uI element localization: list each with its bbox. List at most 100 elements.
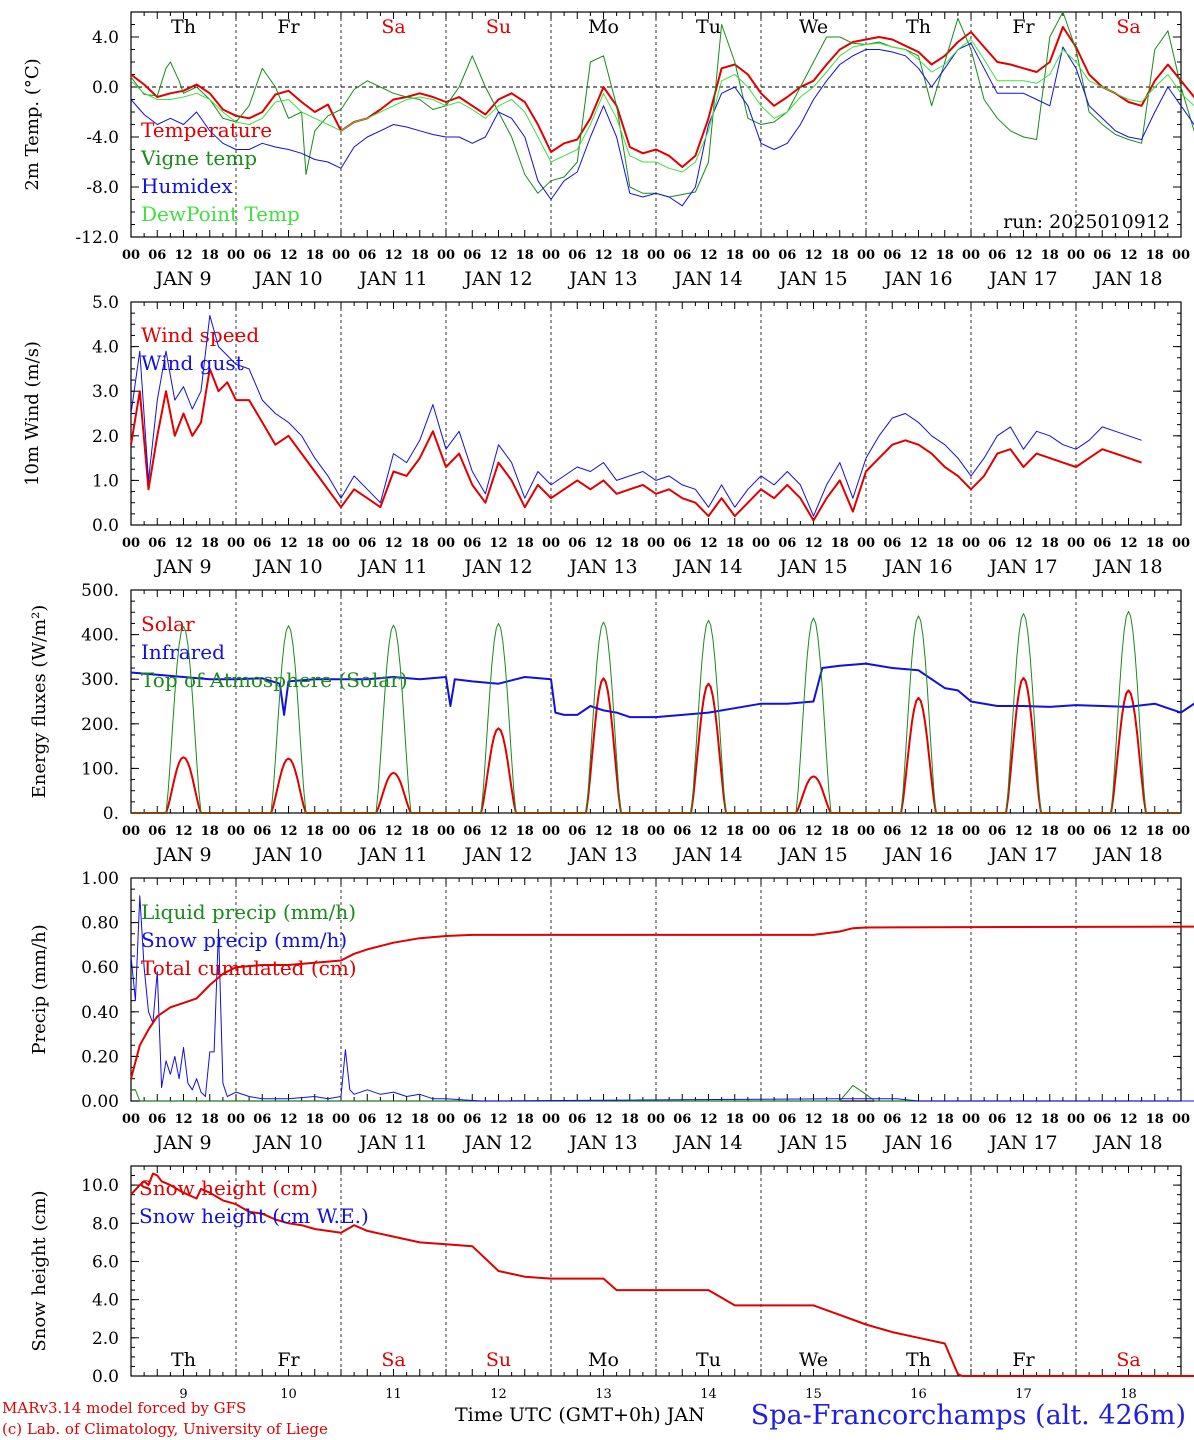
time-axis-label: Time UTC (GMT+0h) JAN bbox=[455, 1404, 705, 1426]
hour-tick-label: 06 bbox=[253, 1112, 271, 1127]
day-number-label: 14 bbox=[700, 1387, 717, 1402]
date-label: JAN 17 bbox=[987, 844, 1057, 866]
hour-tick-label: 12 bbox=[279, 248, 297, 263]
hour-tick-label: 06 bbox=[148, 824, 166, 839]
weekday-label: Su bbox=[486, 1349, 511, 1371]
hour-tick-label: 00 bbox=[752, 248, 770, 263]
date-label: JAN 11 bbox=[357, 268, 427, 290]
hour-tick-label: 12 bbox=[909, 824, 927, 839]
y-tick-label: -8.0 bbox=[86, 178, 119, 198]
hour-tick-label: 00 bbox=[962, 1112, 980, 1127]
hour-tick-label: 18 bbox=[621, 536, 639, 551]
y-tick-label: 500. bbox=[81, 581, 119, 601]
hour-tick-label: 12 bbox=[174, 536, 192, 551]
y-axis-label: Snow height (cm) bbox=[29, 1190, 50, 1351]
y-tick-label: 4.0 bbox=[92, 28, 119, 48]
hour-tick-label: 18 bbox=[831, 1112, 849, 1127]
hour-tick-label: 12 bbox=[804, 1112, 822, 1127]
date-label: JAN 17 bbox=[987, 556, 1057, 578]
series-line-red bbox=[130, 26, 1194, 168]
date-label: JAN 10 bbox=[252, 556, 322, 578]
hour-tick-label: 00 bbox=[857, 536, 875, 551]
hour-tick-label: 18 bbox=[1146, 1112, 1164, 1127]
hour-tick-label: 18 bbox=[936, 536, 954, 551]
hour-tick-label: 12 bbox=[1119, 248, 1137, 263]
y-tick-label: -12.0 bbox=[75, 228, 119, 248]
date-label: JAN 12 bbox=[462, 556, 532, 578]
date-label: JAN 10 bbox=[252, 268, 322, 290]
hour-tick-label: 00 bbox=[542, 824, 560, 839]
y-tick-label: 0.40 bbox=[81, 1003, 119, 1023]
hour-tick-label: 00 bbox=[857, 824, 875, 839]
day-number-label: 9 bbox=[179, 1387, 187, 1402]
hour-tick-label: 06 bbox=[358, 1112, 376, 1127]
hour-tick-label: 12 bbox=[174, 248, 192, 263]
date-label: JAN 11 bbox=[357, 844, 427, 866]
hour-tick-label: 12 bbox=[384, 1112, 402, 1127]
y-tick-label: 0.0 bbox=[92, 516, 119, 536]
hour-tick-label: 12 bbox=[1119, 536, 1137, 551]
y-tick-label: 200. bbox=[81, 715, 119, 735]
hour-tick-label: 00 bbox=[437, 248, 455, 263]
hour-tick-label: 06 bbox=[463, 536, 481, 551]
hour-tick-label: 06 bbox=[253, 248, 271, 263]
hour-tick-label: 06 bbox=[673, 248, 691, 263]
hour-tick-label: 06 bbox=[148, 248, 166, 263]
day-number-label: 10 bbox=[280, 1387, 297, 1402]
weekday-label: Mo bbox=[588, 16, 619, 38]
hour-tick-label: 00 bbox=[122, 248, 140, 263]
hour-tick-label: 18 bbox=[726, 1112, 744, 1127]
lab-credit: (c) Lab. of Climatology, University of L… bbox=[2, 1420, 328, 1438]
hour-tick-label: 18 bbox=[201, 1112, 219, 1127]
hour-tick-label: 06 bbox=[988, 1112, 1006, 1127]
hour-tick-label: 18 bbox=[306, 536, 324, 551]
hour-tick-label: 06 bbox=[883, 536, 901, 551]
plot-frame bbox=[130, 589, 1182, 814]
hour-tick-label: 18 bbox=[516, 248, 534, 263]
hour-tick-label: 12 bbox=[279, 824, 297, 839]
hour-tick-label: 00 bbox=[752, 536, 770, 551]
hour-tick-label: 00 bbox=[437, 536, 455, 551]
day-number-label: 18 bbox=[1120, 1387, 1137, 1402]
hour-tick-label: 00 bbox=[437, 1112, 455, 1127]
series-line-blue bbox=[130, 662, 1194, 719]
run-annotation: run: 2025010912 bbox=[1003, 211, 1170, 233]
hour-tick-label: 18 bbox=[1041, 536, 1059, 551]
series-line-lightgreen bbox=[130, 39, 1194, 173]
hour-tick-label: 18 bbox=[1146, 536, 1164, 551]
hour-tick-label: 12 bbox=[489, 1112, 507, 1127]
weekday-label: Th bbox=[171, 1349, 196, 1371]
hour-tick-label: 06 bbox=[1093, 248, 1111, 263]
hour-tick-label: 06 bbox=[568, 536, 586, 551]
series-line-red bbox=[130, 367, 1142, 522]
hour-tick-label: 00 bbox=[647, 536, 665, 551]
date-label: JAN 9 bbox=[153, 268, 211, 290]
hour-tick-label: 00 bbox=[647, 1112, 665, 1127]
hour-tick-label: 06 bbox=[778, 536, 796, 551]
hour-tick-label: 12 bbox=[804, 824, 822, 839]
weekday-label: Th bbox=[171, 16, 196, 38]
legend-entry: DewPoint Temp bbox=[141, 202, 300, 226]
y-tick-label: 5.0 bbox=[92, 293, 119, 313]
hour-tick-label: 12 bbox=[909, 1112, 927, 1127]
date-label: JAN 15 bbox=[777, 556, 847, 578]
hour-tick-label: 00 bbox=[1067, 536, 1085, 551]
hour-tick-label: 06 bbox=[883, 824, 901, 839]
hour-tick-label: 00 bbox=[752, 1112, 770, 1127]
hour-tick-label: 06 bbox=[673, 536, 691, 551]
y-tick-label: 0.60 bbox=[81, 958, 119, 978]
date-label: JAN 9 bbox=[153, 1132, 211, 1154]
legend-entry: Top of Atmosphere (Solar) bbox=[141, 668, 408, 692]
hour-tick-label: 12 bbox=[1014, 248, 1032, 263]
hour-tick-label: 06 bbox=[883, 1112, 901, 1127]
hour-tick-label: 06 bbox=[358, 536, 376, 551]
y-tick-label: 400. bbox=[81, 626, 119, 646]
hour-tick-label: 18 bbox=[726, 248, 744, 263]
station-name: Spa-Francorchamps (alt. 426m) bbox=[750, 1400, 1186, 1431]
date-label: JAN 18 bbox=[1092, 556, 1162, 578]
date-label: JAN 12 bbox=[462, 844, 532, 866]
hour-tick-label: 12 bbox=[489, 824, 507, 839]
legend-entry: Snow height (cm W.E.) bbox=[139, 1204, 369, 1228]
hour-tick-label: 00 bbox=[962, 248, 980, 263]
hour-tick-label: 18 bbox=[201, 248, 219, 263]
